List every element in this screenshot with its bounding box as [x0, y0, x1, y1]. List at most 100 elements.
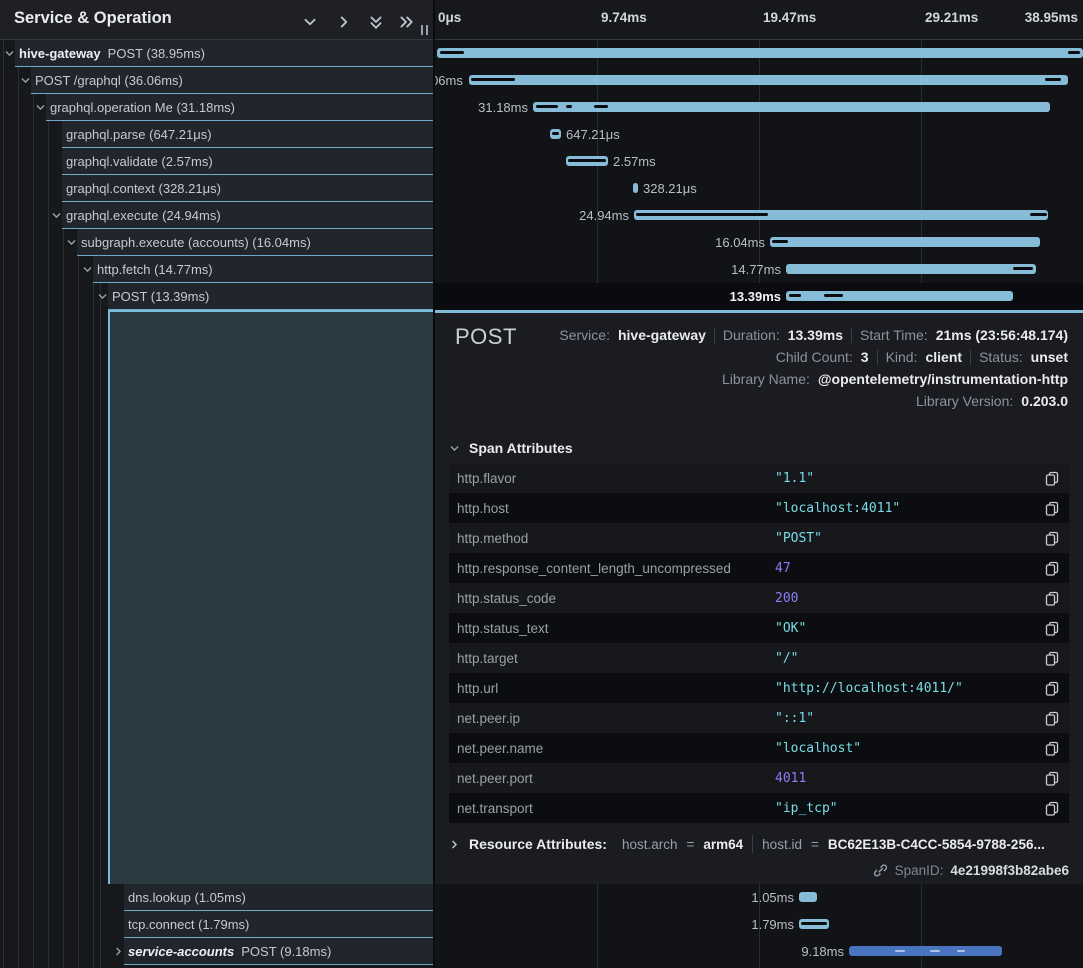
copy-icon[interactable]: [1045, 651, 1059, 666]
chevron-down-icon[interactable]: [51, 210, 62, 221]
duration-label: 14.77ms: [731, 262, 781, 277]
span-label: subgraph.execute (accounts) (16.04ms): [81, 234, 311, 250]
attribute-row: http.url "http://localhost:4011/": [449, 673, 1069, 703]
duration-bar-row[interactable]: 328.21μs: [435, 175, 1083, 202]
span-id-row: SpanID: 4e21998f3b82abe6: [873, 863, 1069, 878]
chevron-down-icon[interactable]: [20, 75, 31, 86]
resource-attributes-row[interactable]: Resource Attributes: host.arch = arm64 h…: [449, 835, 1045, 853]
span-bar[interactable]: [786, 264, 1036, 274]
copy-icon[interactable]: [1045, 561, 1059, 576]
span-attributes-header[interactable]: Span Attributes: [449, 440, 573, 456]
gridline: [759, 884, 760, 968]
tree-header-title: Service & Operation: [14, 9, 172, 27]
duration-label: 16.04ms: [715, 235, 765, 250]
duration-label: 1.79ms: [751, 917, 794, 932]
span-label: graphql.context (328.21μs): [66, 180, 221, 196]
expand-all-icon[interactable]: [398, 13, 414, 31]
copy-icon[interactable]: [1045, 801, 1059, 816]
span-row-hive-gateway-post[interactable]: hive-gateway POST (38.95ms): [0, 40, 433, 67]
span-bar[interactable]: [799, 919, 829, 929]
span-row-graphql-validate[interactable]: graphql.validate (2.57ms): [0, 148, 433, 175]
span-row-graphql-parse[interactable]: graphql.parse (647.21μs): [0, 121, 433, 148]
detail-meta-line-4: Library Version: 0.203.0: [916, 393, 1068, 409]
chevron-down-icon[interactable]: [35, 102, 46, 113]
duration-bar-row[interactable]: 2.57ms: [435, 148, 1083, 175]
duration-bar-row[interactable]: 1.05ms: [435, 884, 1083, 911]
detail-meta-line-3: Library Name: @opentelemetry/instrumentat…: [721, 371, 1068, 387]
gridline: [921, 0, 922, 310]
attribute-row: net.peer.port 4011: [449, 763, 1069, 793]
panel-resize-grip[interactable]: [421, 25, 428, 35]
copy-icon[interactable]: [1045, 771, 1059, 786]
copy-icon[interactable]: [1045, 471, 1059, 486]
span-row-service-accounts-post[interactable]: service-accounts POST (9.18ms): [0, 938, 433, 965]
duration-label: 2.57ms: [613, 154, 656, 169]
attribute-row: http.flavor "1.1": [449, 463, 1069, 493]
span-bar[interactable]: [786, 291, 1013, 301]
duration-bar-row[interactable]: 1.79ms: [435, 911, 1083, 938]
span-bar[interactable]: [469, 75, 1068, 85]
collapse-one-icon[interactable]: [302, 13, 318, 31]
span-row-dns-lookup[interactable]: dns.lookup (1.05ms): [0, 884, 433, 911]
span-row-graphql-execute[interactable]: graphql.execute (24.94ms): [0, 202, 433, 229]
span-detail-panel: POST Service: hive-gateway Duration: 13.39…: [435, 310, 1083, 884]
span-bar[interactable]: [566, 156, 608, 166]
span-bar[interactable]: [633, 183, 638, 193]
copy-icon[interactable]: [1045, 501, 1059, 516]
gridline: [597, 0, 598, 310]
span-row-post-selected[interactable]: POST (13.39ms): [0, 283, 433, 310]
span-row-http-fetch[interactable]: http.fetch (14.77ms): [0, 256, 433, 283]
chevron-down-icon[interactable]: [97, 291, 108, 302]
attribute-row: net.transport "ip_tcp": [449, 793, 1069, 823]
span-bar[interactable]: [799, 892, 817, 902]
duration-bar-row[interactable]: 31.18ms: [435, 94, 1083, 121]
span-bar[interactable]: [437, 48, 1083, 58]
attribute-row: http.response_content_length_uncompresse…: [449, 553, 1069, 583]
span-bar[interactable]: [533, 102, 1050, 112]
span-bar[interactable]: [849, 946, 1002, 956]
attribute-row: http.method "POST": [449, 523, 1069, 553]
gridline: [921, 884, 922, 968]
chevron-right-icon[interactable]: [113, 946, 124, 957]
copy-icon[interactable]: [1045, 741, 1059, 756]
span-row-subgraph-execute[interactable]: subgraph.execute (accounts) (16.04ms): [0, 229, 433, 256]
duration-bar-row[interactable]: 36.06ms: [435, 67, 1083, 94]
span-bar[interactable]: [770, 237, 1040, 247]
duration-bar-row-selected[interactable]: 13.39ms: [435, 283, 1083, 310]
span-bar[interactable]: [634, 210, 1048, 220]
link-icon[interactable]: [873, 863, 888, 878]
duration-bar-row[interactable]: [435, 40, 1083, 67]
duration-bar-row[interactable]: 14.77ms: [435, 256, 1083, 283]
duration-bar-row[interactable]: 16.04ms: [435, 229, 1083, 256]
duration-bar-row[interactable]: 9.18ms: [435, 938, 1083, 965]
chevron-down-icon[interactable]: [82, 264, 93, 275]
duration-bar-row[interactable]: 647.21μs: [435, 121, 1083, 148]
span-row-tcp-connect[interactable]: tcp.connect (1.79ms): [0, 911, 433, 938]
copy-icon[interactable]: [1045, 681, 1059, 696]
time-tick: 0μs: [438, 10, 462, 25]
copy-icon[interactable]: [1045, 531, 1059, 546]
copy-icon[interactable]: [1045, 621, 1059, 636]
span-label: hive-gateway POST (38.95ms): [19, 45, 205, 61]
span-row-post-graphql[interactable]: POST /graphql (36.06ms): [0, 67, 433, 94]
span-label: graphql.operation Me (31.18ms): [50, 99, 235, 115]
panel-divider[interactable]: [433, 0, 435, 968]
indent-guide: [48, 40, 49, 968]
timeline-panel: 36.06ms 31.18ms 647.21μs 2.57ms 328.21μs…: [435, 0, 1083, 968]
collapse-all-icon[interactable]: [368, 13, 384, 31]
span-row-graphql-context[interactable]: graphql.context (328.21μs): [0, 175, 433, 202]
chevron-down-icon[interactable]: [66, 237, 77, 248]
duration-bar-row[interactable]: 24.94ms: [435, 202, 1083, 229]
duration-label: 36.06ms: [435, 73, 463, 88]
span-label: service-accounts POST (9.18ms): [128, 943, 332, 959]
copy-icon[interactable]: [1045, 711, 1059, 726]
span-detail-title: POST: [455, 324, 517, 349]
chevron-down-icon[interactable]: [4, 48, 15, 59]
indent-guide: [100, 40, 101, 968]
span-row-graphql-operation[interactable]: graphql.operation Me (31.18ms): [0, 94, 433, 121]
time-tick: 29.21ms: [925, 10, 979, 25]
span-bar[interactable]: [550, 129, 561, 139]
copy-icon[interactable]: [1045, 591, 1059, 606]
expand-one-icon[interactable]: [336, 13, 352, 31]
